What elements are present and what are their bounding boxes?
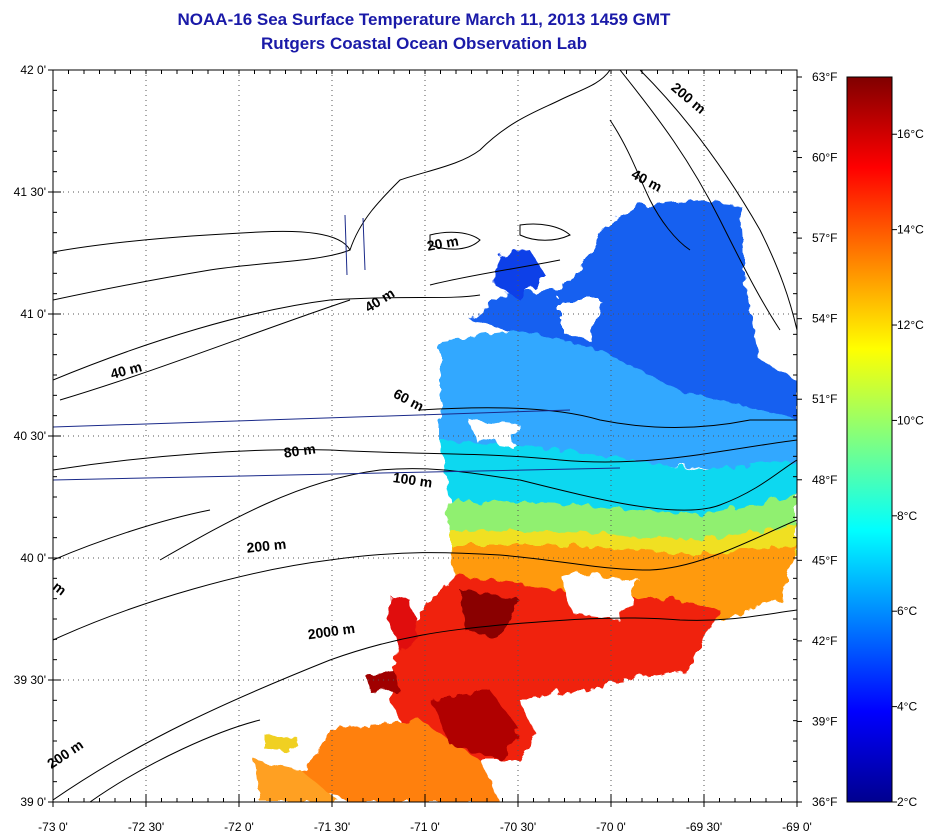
fahrenheit-tick-label: 36°F	[812, 795, 837, 809]
contour-100m	[159, 459, 797, 561]
contour-label: 100 m	[392, 469, 434, 490]
contour-label: 20 m	[426, 233, 460, 254]
map-subtitle: Rutgers Coastal Ocean Observation Lab	[261, 34, 587, 53]
fahrenheit-tick-label: 54°F	[812, 312, 837, 326]
fahrenheit-tick-label: 57°F	[812, 231, 837, 245]
lon-tick-label: -73 0'	[38, 820, 68, 834]
sst-patch-darkred-3	[365, 672, 400, 692]
transect-line-north	[53, 409, 571, 428]
contour-20m	[429, 259, 561, 286]
transect-line-sound	[344, 214, 366, 276]
lon-tick-label: -72 30'	[128, 820, 164, 834]
lon-tick-label: -72 0'	[224, 820, 254, 834]
sst-patch-darkred-2	[430, 690, 520, 760]
map-title: NOAA-16 Sea Surface Temperature March 11…	[177, 10, 671, 29]
fahrenheit-tick-label: 51°F	[812, 392, 837, 406]
fahrenheit-axis: 63°F 60°F 57°F 54°F 51°F 48°F 45°F 42°F 39°F 36°F	[797, 70, 837, 809]
celsius-tick-label: 10°C	[897, 413, 924, 427]
colorbar	[846, 76, 893, 803]
contour-2000m	[53, 609, 797, 801]
celsius-tick-label: 12°C	[897, 318, 924, 332]
contour-label: 200 m	[246, 536, 287, 556]
lat-tick-label: 39 30'	[14, 673, 46, 687]
fahrenheit-tick-label: 63°F	[812, 70, 837, 84]
sst-patch-light-blue	[440, 330, 797, 470]
celsius-tick-label: 16°C	[897, 127, 924, 141]
contour-label: 2000 m	[307, 620, 356, 642]
contour-label: 40 m	[109, 358, 144, 382]
contour-40m-mid	[53, 294, 481, 381]
coastline-islands	[429, 223, 571, 250]
lat-tick-label: 39 0'	[20, 795, 46, 809]
celsius-tick-label: 2°C	[897, 795, 917, 809]
sst-patch-redspot-west	[388, 595, 420, 650]
lon-tick-label: -70 0'	[596, 820, 626, 834]
lon-tick-label: -69 0'	[782, 820, 812, 834]
transect-line-south	[53, 467, 621, 481]
contour-200m-mid	[53, 519, 797, 641]
fahrenheit-tick-label: 45°F	[812, 553, 837, 567]
lat-tick-label: 42 0'	[20, 63, 46, 77]
sst-patch-south-strip	[255, 760, 340, 802]
contour-200m-north	[639, 70, 797, 331]
fahrenheit-tick-label: 48°F	[812, 473, 837, 487]
contour-60m	[419, 407, 797, 428]
latitude-axis: 42 0' 41 30' 41 0' 40 30' 40 0' 39 30' 39 0'	[14, 63, 797, 809]
lon-tick-label: -69 30'	[686, 820, 722, 834]
contour-40m-west	[59, 299, 351, 401]
fahrenheit-tick-label: 60°F	[812, 151, 837, 165]
celsius-tick-label: 4°C	[897, 700, 917, 714]
lat-tick-label: 41 0'	[20, 307, 46, 321]
cloud-gap-1	[560, 575, 640, 620]
longitude-axis: -73 0' -72 30' -72 0' -71 30' -71 0' -70 30' -…	[38, 70, 812, 834]
celsius-tick-label: 14°C	[897, 223, 924, 237]
sst-patch-north-blue	[470, 200, 797, 440]
contour-200m-south	[89, 719, 261, 802]
lat-tick-label: 40 0'	[20, 551, 46, 565]
title-block: NOAA-16 Sea Surface Temperature March 11…	[0, 0, 848, 56]
graticule	[53, 70, 797, 802]
cloud-gap-2	[470, 420, 520, 445]
fahrenheit-tick-label: 42°F	[812, 634, 837, 648]
cloud-gap-4	[560, 300, 600, 340]
contours	[53, 70, 797, 802]
lat-tick-label: 41 30'	[14, 185, 46, 199]
celsius-tick-label: 8°C	[897, 509, 917, 523]
sst-patch-yellow-south	[265, 735, 300, 752]
contour-80m	[53, 439, 797, 471]
coastline-cape-hook	[609, 119, 691, 251]
sst-field	[255, 200, 797, 802]
cloud-gap-3	[520, 690, 600, 740]
lon-tick-label: -71 30'	[314, 820, 350, 834]
lon-tick-label: -71 0'	[410, 820, 440, 834]
celsius-axis: 16°C 14°C 12°C 10°C 8°C 6°C 4°C 2°C	[892, 127, 924, 809]
celsius-tick-label: 6°C	[897, 604, 917, 618]
transect-lines	[53, 214, 621, 481]
sst-patch-northwest-blue	[495, 250, 545, 300]
contour-label: 80 m	[283, 440, 317, 460]
sst-patch-cyan	[440, 440, 797, 520]
lat-tick-label: 40 30'	[14, 429, 46, 443]
fahrenheit-tick-label: 39°F	[812, 714, 837, 728]
coastline-cape-cod	[349, 70, 611, 251]
contour-shelf-west	[53, 509, 211, 561]
contour-40m-north	[619, 70, 781, 331]
lon-tick-label: -70 30'	[500, 820, 536, 834]
